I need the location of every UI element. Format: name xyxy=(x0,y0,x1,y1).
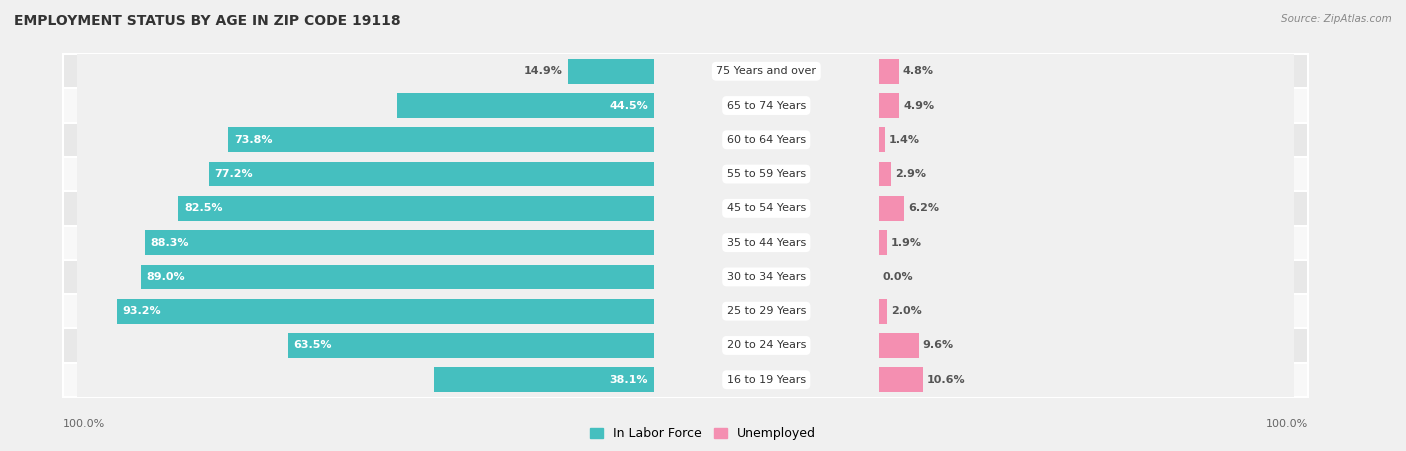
Text: 2.9%: 2.9% xyxy=(896,169,927,179)
Text: 2.0%: 2.0% xyxy=(891,306,922,316)
Text: 93.2%: 93.2% xyxy=(122,306,160,316)
Text: 1.4%: 1.4% xyxy=(889,135,920,145)
Text: 35 to 44 Years: 35 to 44 Years xyxy=(727,238,806,248)
Text: 6.2%: 6.2% xyxy=(908,203,939,213)
Text: 60 to 64 Years: 60 to 64 Years xyxy=(727,135,806,145)
Text: 77.2%: 77.2% xyxy=(215,169,253,179)
Text: 10.6%: 10.6% xyxy=(927,375,966,385)
Bar xyxy=(179,196,654,221)
Bar xyxy=(208,162,654,186)
Text: 55 to 59 Years: 55 to 59 Years xyxy=(727,169,806,179)
Legend: In Labor Force, Unemployed: In Labor Force, Unemployed xyxy=(591,427,815,440)
Text: 82.5%: 82.5% xyxy=(184,203,222,213)
Text: 100.0%: 100.0% xyxy=(1265,419,1308,429)
Bar xyxy=(568,59,654,83)
Text: 73.8%: 73.8% xyxy=(235,135,273,145)
Text: 30 to 34 Years: 30 to 34 Years xyxy=(727,272,806,282)
Text: 45 to 54 Years: 45 to 54 Years xyxy=(727,203,806,213)
Bar xyxy=(879,93,898,118)
Bar xyxy=(398,93,654,118)
Bar xyxy=(434,368,654,392)
Bar xyxy=(879,162,891,186)
Bar xyxy=(879,128,884,152)
Text: 100.0%: 100.0% xyxy=(63,419,105,429)
Text: 75 Years and over: 75 Years and over xyxy=(716,66,817,76)
Bar xyxy=(879,368,922,392)
Text: 9.6%: 9.6% xyxy=(922,341,953,350)
Text: 16 to 19 Years: 16 to 19 Years xyxy=(727,375,806,385)
Bar xyxy=(288,333,654,358)
Bar xyxy=(879,333,918,358)
Text: 14.9%: 14.9% xyxy=(523,66,562,76)
Text: 38.1%: 38.1% xyxy=(610,375,648,385)
Bar xyxy=(141,265,654,289)
Text: 4.9%: 4.9% xyxy=(903,101,935,110)
Text: 65 to 74 Years: 65 to 74 Years xyxy=(727,101,806,110)
Text: 63.5%: 63.5% xyxy=(294,341,332,350)
Text: 4.8%: 4.8% xyxy=(903,66,934,76)
Bar xyxy=(879,196,904,221)
Text: 89.0%: 89.0% xyxy=(146,272,186,282)
Text: 88.3%: 88.3% xyxy=(150,238,188,248)
Text: 25 to 29 Years: 25 to 29 Years xyxy=(727,306,806,316)
Bar xyxy=(117,299,654,323)
Bar xyxy=(145,230,654,255)
Text: Source: ZipAtlas.com: Source: ZipAtlas.com xyxy=(1281,14,1392,23)
Text: EMPLOYMENT STATUS BY AGE IN ZIP CODE 19118: EMPLOYMENT STATUS BY AGE IN ZIP CODE 191… xyxy=(14,14,401,28)
Text: 1.9%: 1.9% xyxy=(891,238,922,248)
Bar xyxy=(228,128,654,152)
Text: 0.0%: 0.0% xyxy=(883,272,914,282)
Bar xyxy=(879,230,887,255)
Text: 44.5%: 44.5% xyxy=(609,101,648,110)
Bar xyxy=(879,299,887,323)
Bar xyxy=(879,59,898,83)
Text: 20 to 24 Years: 20 to 24 Years xyxy=(727,341,806,350)
